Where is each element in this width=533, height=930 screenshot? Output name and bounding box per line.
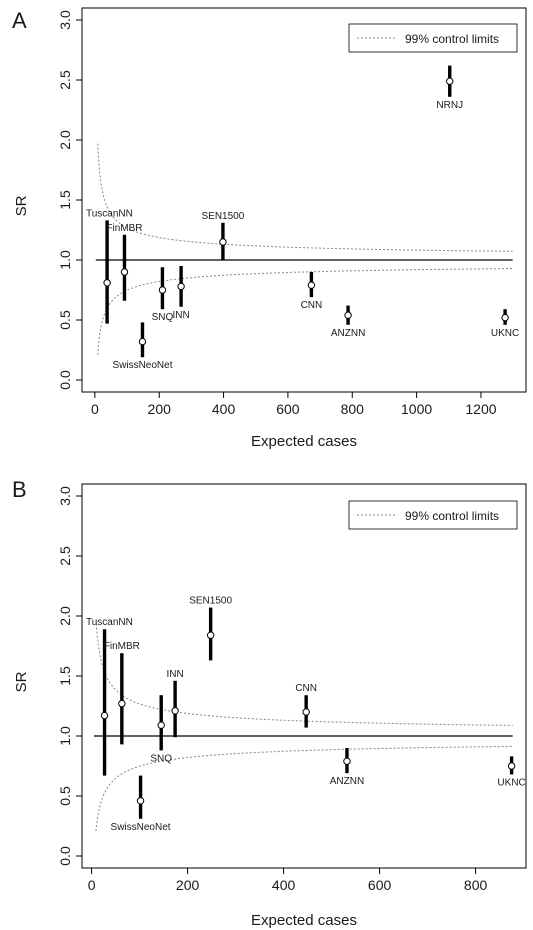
- sr-point: [136, 797, 145, 805]
- sr-point: [103, 279, 111, 287]
- point-label: UKNC: [497, 777, 525, 788]
- y-tick-label: 0.0: [57, 370, 73, 390]
- x-axis: 0 200 400 600 800: [88, 868, 488, 893]
- upper-control-limit: [97, 143, 513, 252]
- point-label: CNN: [295, 683, 317, 694]
- sr-point: [118, 699, 126, 708]
- x-axis-title: Expected cases: [251, 912, 357, 929]
- x-tick-label: 800: [341, 401, 365, 417]
- point-label: TuscanNN: [86, 617, 133, 628]
- point-label: FinMBR: [106, 223, 142, 234]
- sr-point: [100, 711, 109, 720]
- x-tick-label: 400: [272, 877, 296, 893]
- panel-letter: A: [12, 8, 27, 33]
- point-label: TuscanNN: [86, 208, 133, 219]
- x-axis-title: Expected cases: [251, 433, 357, 450]
- y-tick-label: 2.5: [57, 70, 73, 90]
- x-tick-label: 600: [276, 401, 300, 417]
- panel-a: A 0.0 0.5 1.0 1.5 2.0 2.5 3.0 0 200 400 600 800 100…: [12, 7, 527, 450]
- sr-point: [507, 762, 516, 770]
- sr-point: [501, 313, 509, 322]
- sr-point: [120, 268, 129, 276]
- x-tick-label: 0: [88, 877, 96, 893]
- x-tick-label: 600: [368, 877, 392, 893]
- x-tick-label: 400: [212, 401, 236, 417]
- y-axis-title: SR: [13, 195, 30, 216]
- sr-point: [138, 337, 147, 346]
- upper-control-limit: [95, 619, 513, 726]
- sr-point: [177, 282, 185, 291]
- control-limits: [97, 143, 513, 356]
- legend: 99% control limits: [348, 23, 518, 53]
- x-tick-label: 1200: [465, 401, 496, 417]
- panel-letter: B: [12, 477, 27, 502]
- y-tick-label: 3.0: [57, 486, 73, 506]
- sr-point: [343, 757, 351, 765]
- sr-point: [206, 631, 215, 639]
- plot-frame: [81, 7, 527, 393]
- point-label: INN: [167, 669, 184, 680]
- legend: 99% control limits: [348, 500, 518, 530]
- control-limits: [95, 619, 513, 832]
- panel-b: B 0.0 0.5 1.0 1.5 2.0 2.5 3.0 0 200 400 600 800 SR…: [12, 477, 527, 929]
- sr-point: [157, 721, 165, 729]
- x-tick-label: 200: [176, 877, 200, 893]
- plot-frame: [81, 483, 527, 869]
- x-tick-label: 200: [148, 401, 172, 417]
- point-label: ANZNN: [330, 776, 364, 787]
- y-tick-label: 1.5: [57, 190, 73, 210]
- y-tick-label: 0.5: [57, 310, 73, 330]
- sr-point: [446, 77, 454, 85]
- point-label: SwissNeoNet: [111, 822, 171, 833]
- y-tick-label: 1.5: [57, 666, 73, 686]
- point-label: INN: [172, 310, 189, 321]
- point-label: NRNJ: [436, 100, 463, 111]
- lower-control-limit: [95, 745, 513, 832]
- sr-point: [302, 708, 310, 716]
- point-label: SNQ: [152, 312, 174, 323]
- point-label: SwissNeoNet: [112, 360, 172, 371]
- sr-point: [219, 238, 227, 246]
- sr-point: [171, 707, 179, 715]
- sr-point: [307, 281, 316, 289]
- legend-label: 99% control limits: [405, 509, 499, 523]
- y-tick-label: 0.0: [57, 846, 73, 866]
- point-label: FinMBR: [104, 641, 140, 652]
- x-tick-label: 800: [464, 877, 488, 893]
- point-label: SEN1500: [189, 596, 232, 607]
- y-tick-label: 2.5: [57, 546, 73, 566]
- legend-label: 99% control limits: [405, 32, 499, 46]
- y-tick-label: 3.0: [57, 10, 73, 30]
- x-tick-label: 1000: [401, 401, 432, 417]
- y-tick-label: 1.0: [57, 726, 73, 746]
- point-label: UKNC: [491, 328, 519, 339]
- y-axis: 0.0 0.5 1.0 1.5 2.0 2.5 3.0: [57, 486, 82, 866]
- y-tick-label: 2.0: [57, 606, 73, 626]
- sr-point: [344, 311, 352, 319]
- y-tick-label: 2.0: [57, 130, 73, 150]
- point-label: ANZNN: [331, 328, 365, 339]
- point-label: SNQ: [150, 753, 172, 764]
- x-tick-label: 0: [91, 401, 99, 417]
- point-label: CNN: [301, 300, 323, 311]
- sr-point: [158, 286, 167, 294]
- y-axis: 0.0 0.5 1.0 1.5 2.0 2.5 3.0: [57, 10, 82, 390]
- points: TuscanNN FinMBR SwissNeoNet SNQ INN SEN1500 CN…: [86, 596, 526, 833]
- point-label: SEN1500: [202, 211, 245, 222]
- y-axis-title: SR: [13, 671, 30, 692]
- x-axis: 0 200 400 600 800 1000 1200: [91, 392, 497, 417]
- y-tick-label: 1.0: [57, 250, 73, 270]
- y-tick-label: 0.5: [57, 786, 73, 806]
